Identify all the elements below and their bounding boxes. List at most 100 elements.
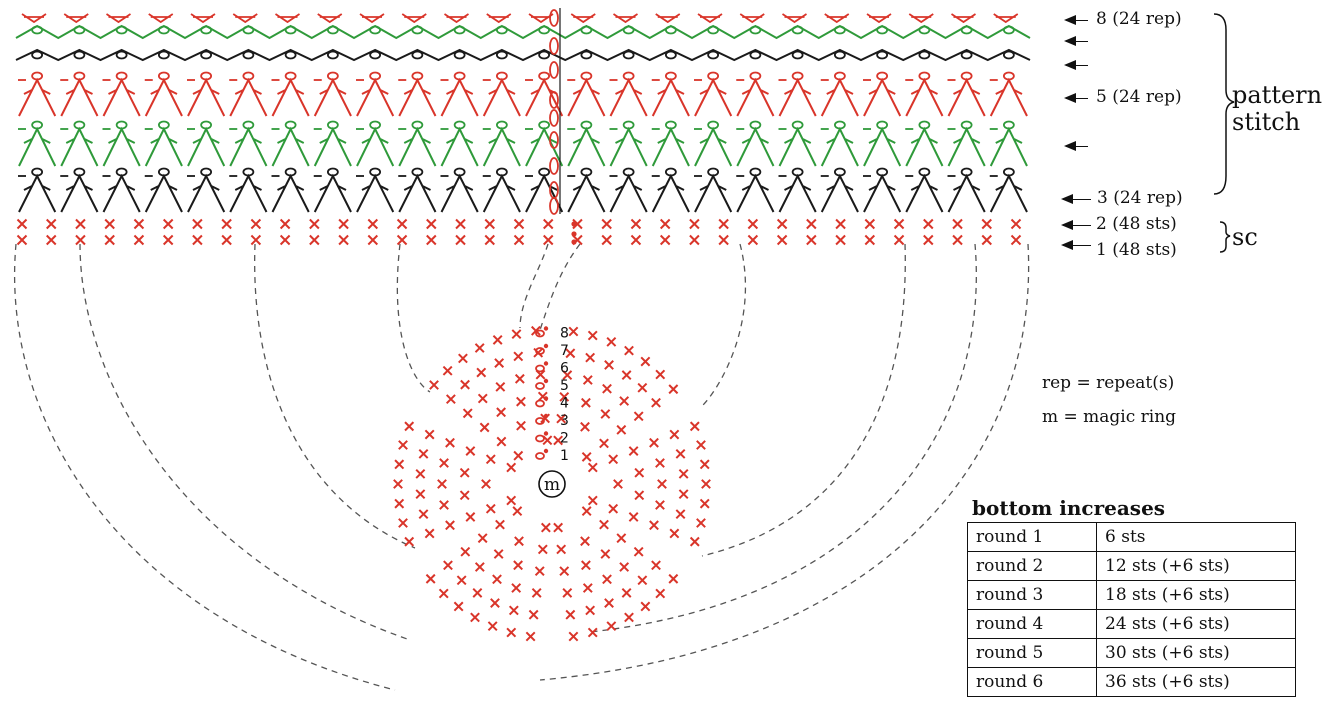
row4-stitch <box>736 126 775 167</box>
sc-stitch <box>619 562 630 572</box>
sc-stitch <box>581 506 592 516</box>
sc-stitch <box>675 509 686 520</box>
sc-stitch <box>553 435 564 446</box>
sc-stitch <box>699 498 710 509</box>
sc-stitch <box>221 234 232 246</box>
chain-stitch <box>960 25 973 35</box>
chain-stitch <box>242 71 255 81</box>
row4-stitch <box>18 126 57 167</box>
chain-stitch <box>876 120 889 130</box>
slip-stitch <box>543 413 549 419</box>
chain-stitch <box>749 167 762 177</box>
sc-stitch <box>633 411 644 422</box>
chain-stitch <box>495 120 508 130</box>
row8-stitch <box>148 13 174 24</box>
chain-stitch <box>664 25 677 35</box>
row3-stitch <box>651 173 690 213</box>
slip-stitch <box>543 448 549 454</box>
sc-stitch <box>367 234 379 246</box>
slip-stitch <box>571 239 577 245</box>
chain-stitch <box>535 452 545 460</box>
sc-stitch <box>582 375 593 385</box>
row5-stitch <box>778 77 817 117</box>
sc-stitch <box>580 536 590 547</box>
sc-stitch <box>602 383 612 394</box>
chain-stitch <box>580 50 593 60</box>
sc-stitch <box>696 518 706 528</box>
sc-stitch <box>438 588 449 599</box>
chain-stitch <box>791 50 804 60</box>
sc-stitch <box>192 218 203 230</box>
sc-stitch <box>649 520 659 531</box>
slip-stitch <box>543 396 549 401</box>
row5-stitch <box>989 77 1028 117</box>
chain-stitch <box>707 120 720 130</box>
row4-stitch <box>313 126 352 167</box>
row3-stitch <box>187 173 226 213</box>
sc-stitch <box>474 343 485 353</box>
sc-stitch <box>602 574 612 585</box>
row-arrow <box>1061 194 1091 204</box>
sc-stitch <box>309 234 320 246</box>
sc-stitch <box>481 479 491 489</box>
row-label: 1 (48 sts) <box>1096 240 1177 260</box>
sc-stitch <box>864 218 876 230</box>
row4-stitch <box>440 126 479 167</box>
sc-stitch <box>494 358 505 368</box>
sc-stitch <box>619 396 630 406</box>
sc-stitch <box>516 420 526 431</box>
row3-stitch <box>947 173 986 213</box>
sc-stitch <box>616 533 627 544</box>
sc-stitch <box>655 500 665 510</box>
sc-stitch <box>600 409 611 419</box>
round-cell: round 1 <box>967 522 1097 552</box>
dashed-connector <box>589 243 977 633</box>
chain-stitch <box>73 71 86 81</box>
chain-stitch <box>453 71 466 81</box>
sc-stitch <box>46 218 57 230</box>
chain-stitch <box>833 25 846 35</box>
sc-stitch <box>981 218 992 230</box>
sc-stitch <box>1010 218 1022 230</box>
row-arrow <box>1064 36 1088 46</box>
chain-stitch <box>749 120 762 130</box>
row3-stitch <box>440 173 479 213</box>
sc-stitch <box>465 446 476 456</box>
sc-stitch <box>718 218 729 230</box>
sc-stitch <box>678 489 689 500</box>
chain-stitch <box>535 364 545 373</box>
row5-stitch <box>18 77 57 117</box>
chain-stitch <box>538 120 551 130</box>
chain-stitch <box>538 25 551 35</box>
sc-stitch <box>537 544 548 555</box>
sc-stitch <box>613 479 623 489</box>
bottom-increases-title: bottom increases <box>972 496 1166 520</box>
chain-stitch <box>242 120 255 130</box>
chain-stitch <box>157 50 170 60</box>
row-arrow <box>1064 93 1088 103</box>
chain-stitch <box>876 71 889 81</box>
chain-stitch <box>242 167 255 177</box>
row5-stitch <box>525 77 564 117</box>
row4-stitch <box>905 126 944 167</box>
chain-stitch <box>535 417 545 425</box>
row3-stitch <box>989 173 1028 213</box>
chain-stitch <box>960 71 973 81</box>
sc-stitch <box>512 506 523 516</box>
row3-stitch <box>863 173 902 213</box>
sc-stitch <box>624 345 634 356</box>
chain-stitch <box>833 167 846 177</box>
sc-stitch <box>439 458 449 468</box>
sc-stitch <box>582 583 593 593</box>
sc-stitch <box>543 218 554 230</box>
sc-stitch <box>525 631 536 642</box>
sc-stitch <box>543 234 554 246</box>
row-label: 3 (24 rep) <box>1097 188 1183 208</box>
sc-stitch <box>495 381 506 392</box>
sc-stitch <box>485 454 496 465</box>
dashed-connector <box>701 243 906 557</box>
row4-stitch <box>144 126 183 167</box>
chain-stitch <box>284 50 297 60</box>
sc-stitch <box>651 560 661 571</box>
sc-stitch <box>637 575 648 586</box>
